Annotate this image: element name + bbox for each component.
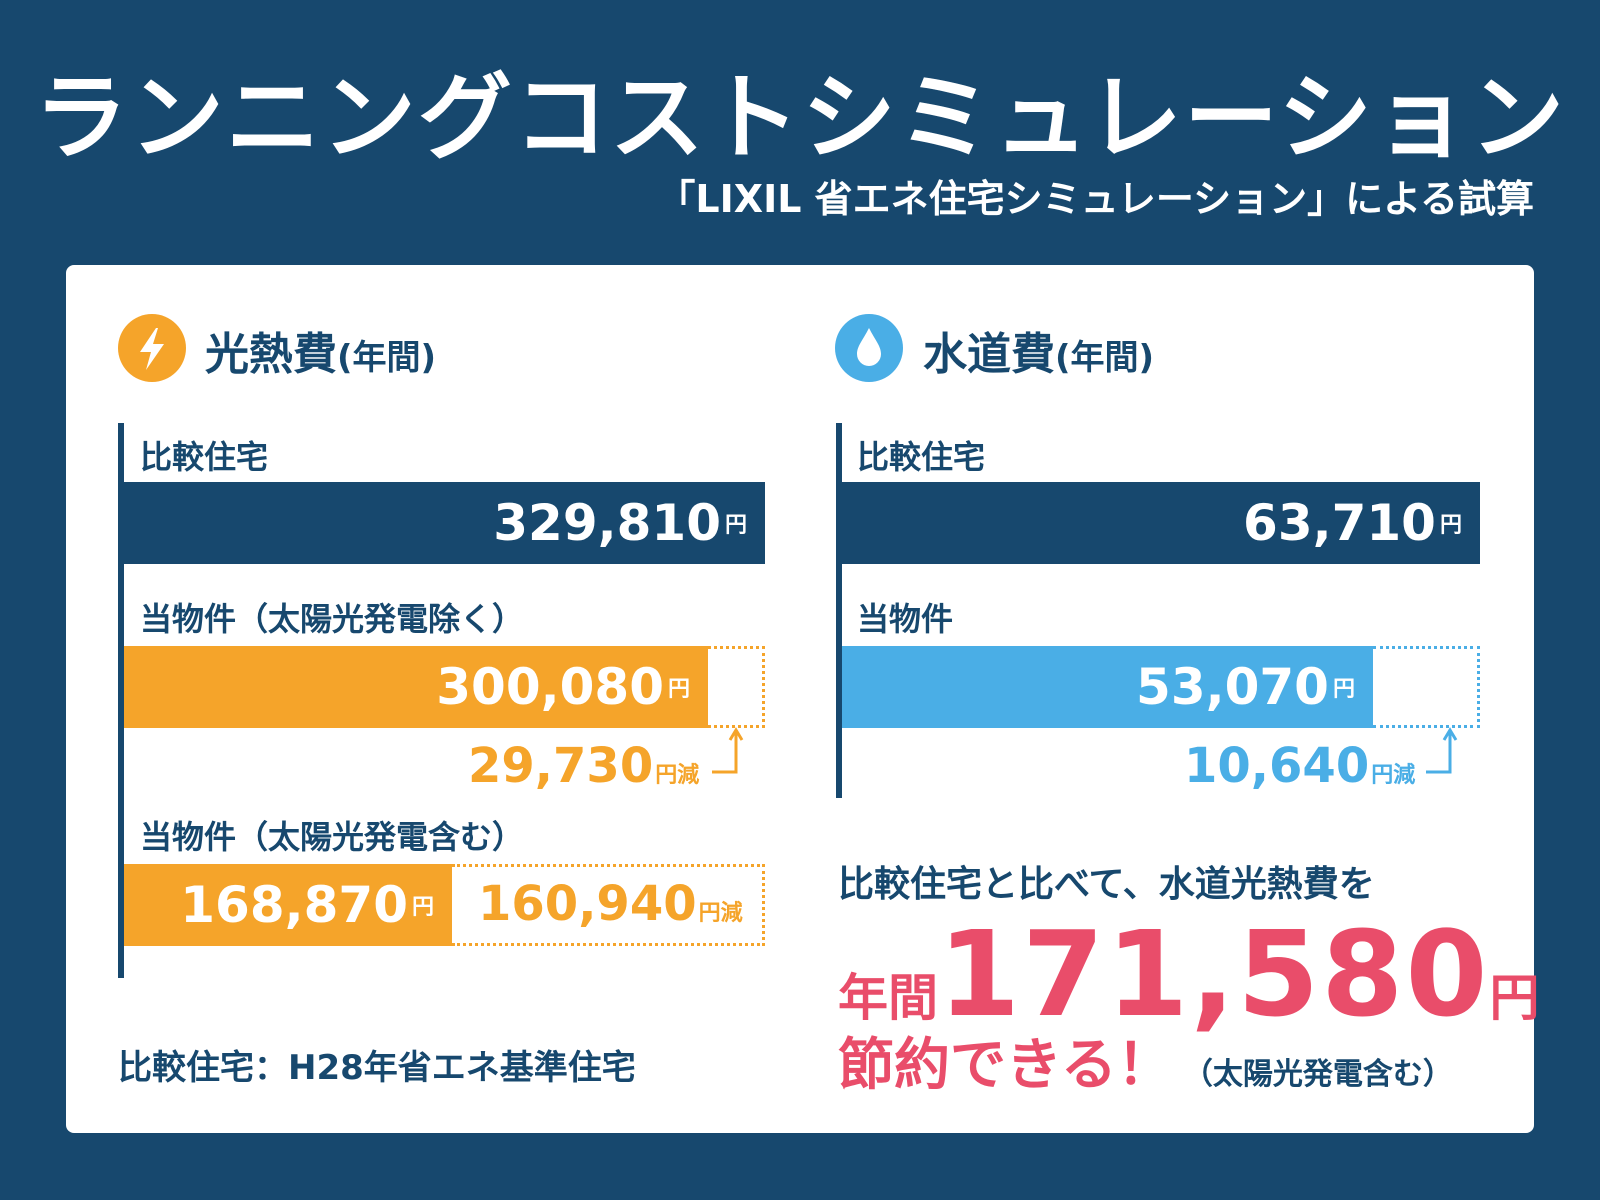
water-heading: 水道費(年間) (923, 318, 1154, 382)
electricity-comparison-bar: 329,810 円 (124, 482, 765, 564)
page-subtitle: 「LIXIL 省エネ住宅シミュレーション」による試算 (657, 177, 1534, 221)
water-property-gap (1373, 646, 1480, 728)
electricity-saving-without-solar: 29,730 円減 (468, 738, 700, 794)
summary-prefix: 年間 (838, 969, 938, 1027)
electricity-without-solar-bar: 300,080 円 (124, 646, 708, 728)
water-drop-icon (835, 314, 903, 382)
lightning-icon (118, 314, 186, 382)
electricity-heading: 光熱費(年間) (205, 318, 436, 382)
water-comparison-bar: 63,710 円 (842, 482, 1480, 564)
water-saving: 10,640 円減 (1184, 738, 1416, 794)
electricity-without-solar-gap (708, 646, 765, 728)
summary-tail: 節約できる！ （太陽光発電含む） (838, 1020, 1453, 1101)
page-title: ランニングコストシミュレーション (33, 64, 1567, 173)
electricity-comparison-label: 比較住宅 (140, 438, 269, 476)
electricity-axis (118, 423, 124, 978)
water-property-label: 当物件 (857, 600, 954, 638)
water-axis (836, 423, 842, 798)
electricity-saving-with-solar: 160,940 円減 (478, 876, 743, 932)
water-property-bar: 53,070 円 (842, 646, 1373, 728)
summary-tail-note: （太陽光発電含む） (1182, 1057, 1453, 1092)
electricity-with-solar-label: 当物件（太陽光発電含む） (140, 818, 525, 856)
water-heading-text: 水道費 (923, 329, 1055, 380)
summary-unit: 円 (1489, 969, 1540, 1027)
electricity-with-solar-value: 168,870 円 (180, 876, 434, 934)
saving-arrow-icon (1426, 727, 1458, 774)
summary-amount-number: 171,580 (938, 905, 1490, 1043)
electricity-with-solar-gap (452, 864, 765, 946)
electricity-comparison-value: 329,810 円 (493, 494, 747, 552)
summary-amount: 年間 171,580 円 (838, 905, 1539, 1043)
saving-arrow-icon (712, 727, 744, 774)
water-comparison-value: 63,710 円 (1243, 494, 1462, 552)
electricity-without-solar-label: 当物件（太陽光発電除く） (140, 600, 525, 638)
footnote: 比較住宅：H28年省エネ基準住宅 (118, 1048, 636, 1088)
electricity-heading-text: 光熱費 (205, 329, 337, 380)
water-heading-sub: (年間) (1055, 338, 1155, 378)
electricity-heading-sub: (年間) (337, 338, 437, 378)
summary-tail-text: 節約できる！ (838, 1033, 1173, 1098)
electricity-without-solar-value: 300,080 円 (436, 658, 690, 716)
electricity-with-solar-bar: 168,870 円 (124, 864, 452, 946)
water-property-value: 53,070 円 (1136, 658, 1355, 716)
summary-lead: 比較住宅と比べて、水道光熱費を (838, 864, 1375, 905)
water-comparison-label: 比較住宅 (857, 438, 986, 476)
